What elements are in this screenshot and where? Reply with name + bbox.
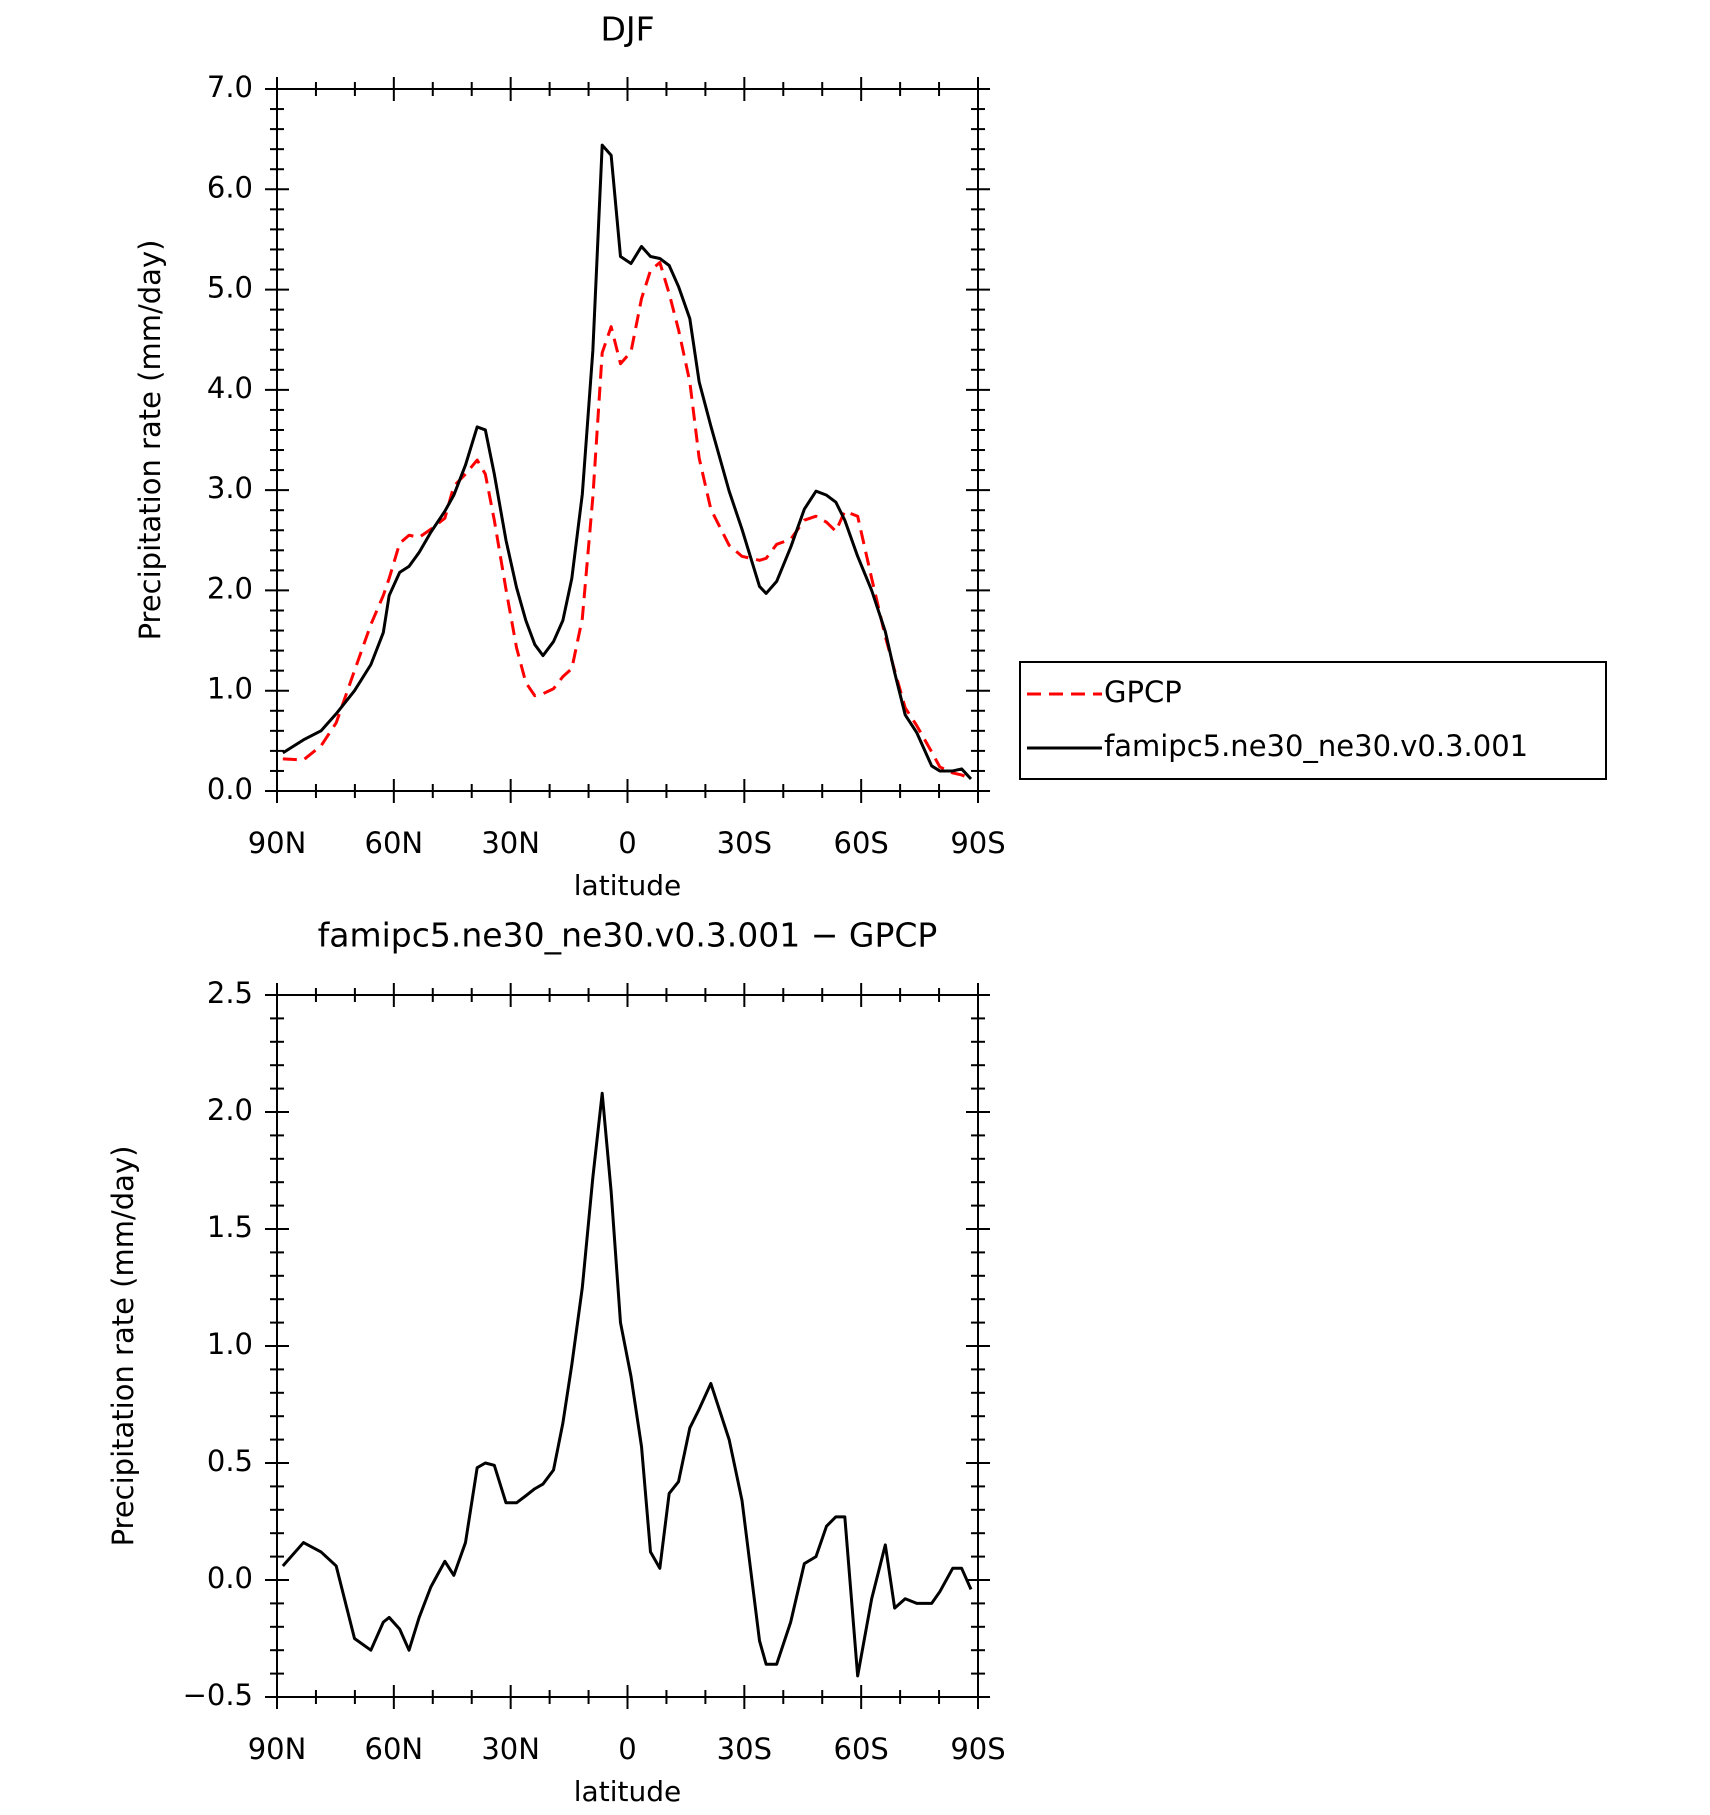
y-tick-label: 1.0 — [207, 672, 253, 706]
x-axis-label: latitude — [574, 869, 681, 902]
chart-title: famipc5.ne30_ne30.v0.3.001 − GPCP — [318, 916, 938, 955]
x-tick-label: 30S — [717, 1732, 772, 1766]
legend-label: GPCP — [1104, 675, 1182, 709]
x-tick-label: 60S — [834, 826, 889, 860]
x-tick-label: 0 — [618, 826, 636, 860]
x-tick-label: 90S — [950, 1732, 1005, 1766]
data-line — [281, 1091, 973, 1678]
x-tick-label: 30S — [717, 826, 772, 860]
y-tick-label: 0.0 — [207, 772, 253, 806]
x-tick-label: 90S — [950, 826, 1005, 860]
y-tick-label: 1.5 — [207, 1210, 253, 1244]
x-tick-label: 30N — [481, 1732, 540, 1766]
x-tick-label: 60N — [365, 826, 424, 860]
y-tick-label: 5.0 — [207, 271, 253, 305]
x-tick-label: 90N — [248, 1732, 307, 1766]
x-tick-label: 0 — [618, 1732, 636, 1766]
legend-label: famipc5.ne30_ne30.v0.3.001 — [1104, 729, 1528, 763]
y-axis-label: Precipitation rate (mm/day) — [133, 240, 167, 641]
y-tick-label: 0.0 — [207, 1561, 253, 1595]
legend-box — [1019, 661, 1607, 780]
y-tick-label: 2.0 — [207, 571, 253, 605]
y-tick-label: 4.0 — [207, 371, 253, 405]
x-tick-label: 90N — [248, 826, 307, 860]
y-tick-label: 2.5 — [207, 976, 253, 1010]
x-axis-label: latitude — [574, 1775, 681, 1808]
y-tick-label: 3.0 — [207, 471, 253, 505]
x-tick-label: 60N — [365, 1732, 424, 1766]
chart-title: DJF — [600, 10, 654, 49]
y-tick-label: −0.5 — [183, 1678, 253, 1712]
data-line — [282, 143, 973, 780]
y-tick-label: 6.0 — [207, 170, 253, 204]
y-tick-label: 1.0 — [207, 1327, 253, 1361]
plot-frame — [276, 994, 979, 1698]
y-axis-label: Precipitation rate (mm/day) — [106, 1146, 140, 1547]
y-tick-label: 7.0 — [207, 70, 253, 104]
x-tick-label: 30N — [481, 826, 540, 860]
y-tick-label: 0.5 — [207, 1444, 253, 1478]
data-line — [282, 260, 972, 781]
x-tick-label: 60S — [834, 1732, 889, 1766]
y-tick-label: 2.0 — [207, 1093, 253, 1127]
plot-frame — [276, 88, 979, 792]
